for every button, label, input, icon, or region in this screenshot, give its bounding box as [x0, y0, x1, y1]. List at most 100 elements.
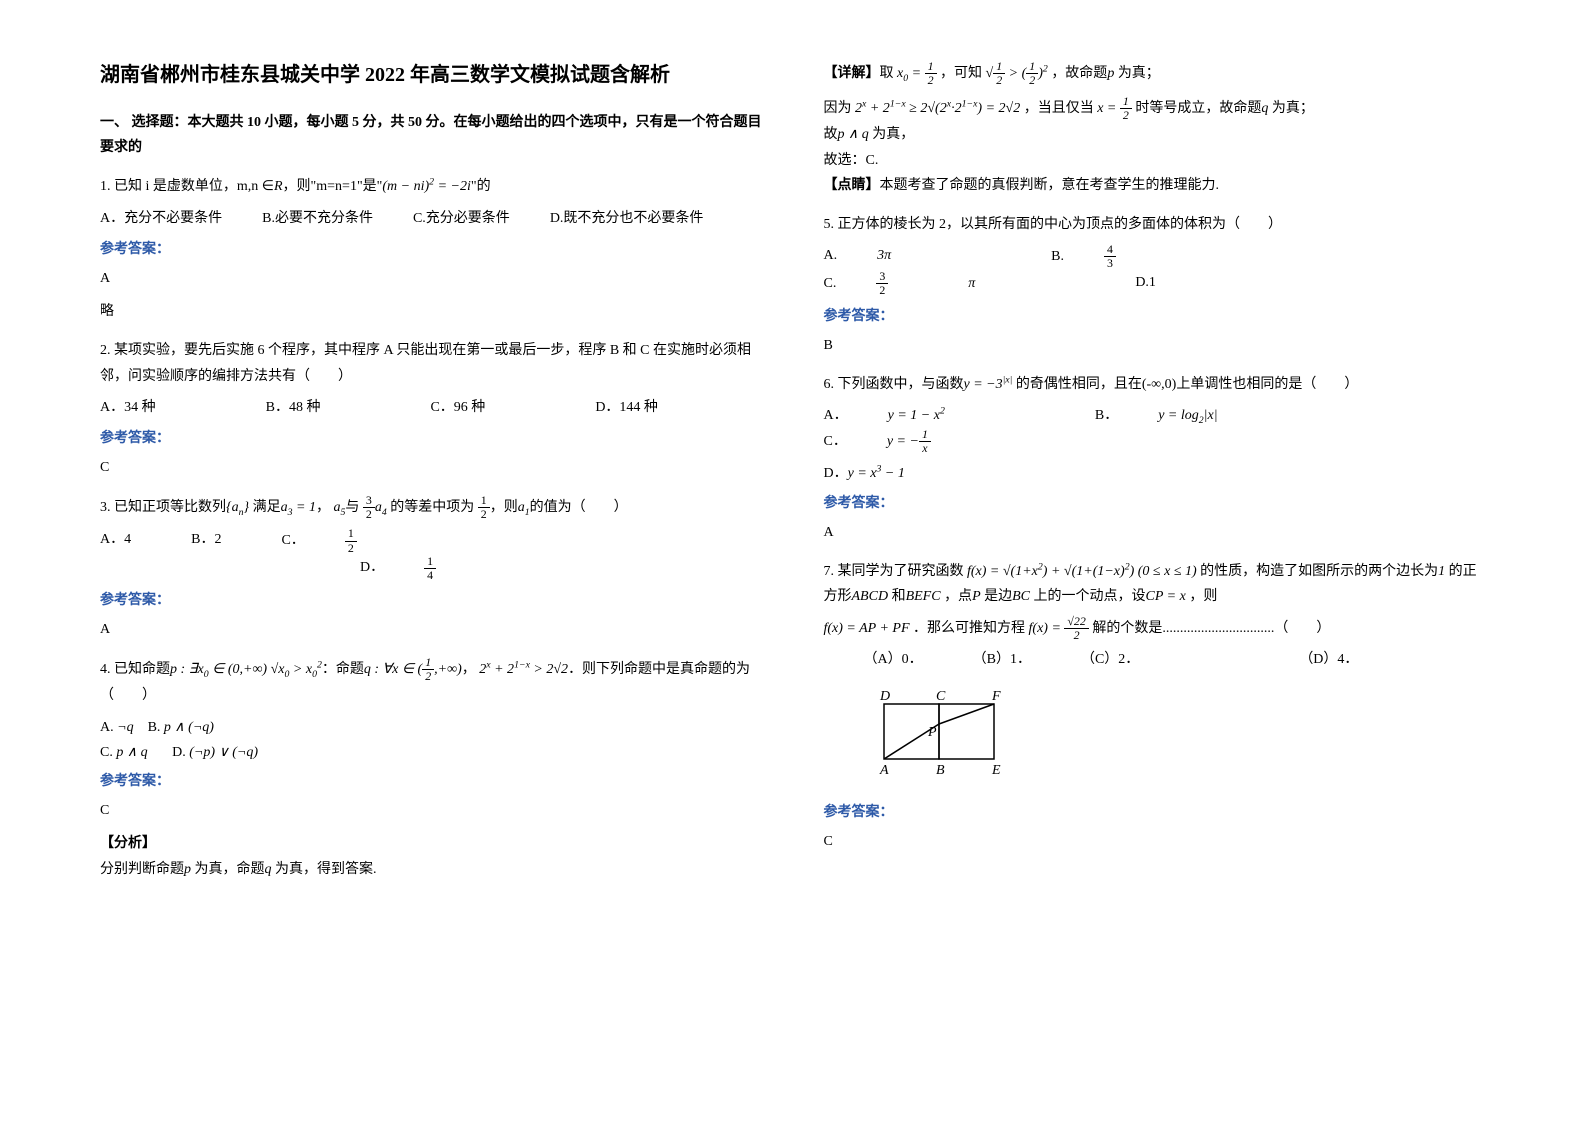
q7-eq: f(x) = √222 — [1029, 621, 1089, 636]
q4-d7: 时等号成立，故命题 — [1135, 101, 1261, 116]
q7-befc: BEFC — [906, 589, 941, 604]
q7-t1: 7. 某同学为了研究函数 — [824, 564, 964, 579]
q5-opt-a: A.3π — [824, 243, 932, 270]
diagram-label-D: D — [879, 689, 890, 704]
q4-detail-line4: 故选：C. — [824, 148, 1488, 173]
q5-options: A.3π B.43 C.32π D.1 — [824, 243, 1488, 297]
q7-line2: f(x) = AP + PF ．那么可推知方程 f(x) = √222 解的个数… — [824, 615, 1488, 642]
q1-options: A．充分不必要条件 B.必要不充分条件 C.充分必要条件 D.既不充分也不必要条… — [100, 206, 764, 231]
q3-answer: A — [100, 617, 764, 642]
q3-opt-d: D．14 — [360, 555, 516, 582]
q4-d2: ，可知 — [940, 66, 982, 81]
q4-t2: ：命题 — [322, 662, 364, 677]
q7-diagram: D C F A B E P — [864, 684, 1488, 788]
diagram-label-P: P — [927, 725, 937, 740]
point-label: 【点睛】 — [824, 178, 880, 193]
q3-half: 12 — [478, 494, 490, 521]
diagram-label-E: E — [991, 763, 1001, 778]
q4-detail-line1: 【详解】取 x0 = 12 ，可知 √12 > (12)2 ，故命题p 为真； — [824, 60, 1488, 87]
q4-q: q : ∀x ∈ (12,+∞) — [364, 662, 462, 677]
q6-t2: 的奇偶性相同，且在(-∞,0)上单调性也相同的是（ ） — [1016, 377, 1358, 392]
q4-ineq: 2x + 21−x > 2√2 — [479, 662, 568, 677]
q7-t8: ，则 — [1189, 589, 1217, 604]
q6-t1: 6. 下列函数中，与函数 — [824, 377, 964, 392]
q4-p: p : ∃x0 ∈ (0,+∞) √x0 > x02 — [170, 662, 322, 677]
q4-sqrt: √12 > (12)2 — [986, 66, 1048, 81]
q4-ana-p: p — [184, 862, 191, 877]
q4-p2: p — [1107, 66, 1114, 81]
q3-t2: 满足 — [253, 500, 281, 515]
q4-xhalf: x = 12 — [1097, 101, 1132, 116]
q4-detail-line2: 因为 2x + 21−x ≥ 2√(2x·21−x) = 2√2 ，当且仅当 x… — [824, 95, 1488, 122]
q5-optb-pre: B. — [1051, 249, 1064, 264]
question-2: 2. 某项实验，要先后实施 6 个程序，其中程序 A 只能出现在第一或最后一步，… — [100, 338, 764, 388]
q4-optd-pre: D. — [172, 745, 186, 760]
q4-analysis-block: 【分析】 — [100, 831, 764, 856]
q7-fx2: f(x) = AP + PF — [824, 621, 910, 636]
q1-answer: A — [100, 266, 764, 291]
q7-P: P — [972, 589, 981, 604]
q4-point: 【点睛】本题考查了命题的真假判断，意在考查学生的推理能力. — [824, 173, 1488, 198]
q5-answer-label: 参考答案： — [824, 304, 1488, 329]
q3-t1: 3. 已知正项等比数列 — [100, 500, 226, 515]
q3-t6: ，则 — [490, 500, 518, 515]
question-1: 1. 已知 i 是虚数单位，m,n ∈R，则"m=n=1"是"(m − ni)2… — [100, 174, 764, 199]
exam-title: 湖南省郴州市桂东县城关中学 2022 年高三数学文模拟试题含解析 — [100, 60, 764, 90]
q6-opt-b: B．y = log2|x| — [1095, 403, 1258, 428]
q6-opt-c: C．y = −1x — [824, 428, 1051, 455]
question-7: 7. 某同学为了研究函数 f(x) = √(1+x2) + √(1+(1−x)2… — [824, 559, 1488, 609]
q3-opt-c: C．12 — [281, 527, 436, 554]
left-column: 湖南省郴州市桂东县城关中学 2022 年高三数学文模拟试题含解析 一、 选择题：… — [100, 60, 764, 1062]
q3-answer-label: 参考答案： — [100, 588, 764, 613]
q2-opt-a: A．34 种 — [100, 395, 156, 420]
q7-t4: 和 — [892, 589, 906, 604]
q1-text-3: "的 — [471, 179, 491, 194]
q1-text-2: ，则"m=n=1"是" — [283, 179, 383, 194]
q4-d4: 为真； — [1118, 66, 1160, 81]
q7-t5: ，点 — [944, 589, 972, 604]
q4-d8: 为真； — [1272, 101, 1314, 116]
q7-answer: C — [824, 829, 1488, 854]
q3-t5: 的等差中项为 — [390, 500, 474, 515]
q7-options: （A）0． （B）1． （C）2． （D）4． — [864, 647, 1488, 672]
q7-abcd: ABCD — [852, 589, 889, 604]
right-column: 【详解】取 x0 = 12 ，可知 √12 > (12)2 ，故命题p 为真； … — [824, 60, 1488, 1062]
q4-d9: 故 — [824, 127, 838, 142]
q5-opta-pre: A. — [824, 248, 838, 263]
q3-coef: 32a4 — [363, 500, 387, 515]
q7-answer-label: 参考答案： — [824, 800, 1488, 825]
question-3: 3. 已知正项等比数列{an} 满足a3 = 1， a5与 32a4 的等差中项… — [100, 494, 764, 521]
q1-opt-a: A．充分不必要条件 — [100, 206, 222, 231]
q6-opta-pre: A． — [824, 408, 848, 423]
q7-CP: CP = x — [1146, 589, 1186, 604]
q4-optc-pre: C. — [100, 745, 113, 760]
q1-opt-b: B.必要不充分条件 — [262, 206, 373, 231]
q6-opt-a: A．y = 1 − x2 — [824, 403, 985, 428]
q1-note: 略 — [100, 299, 764, 324]
detail-label: 【详解】 — [824, 66, 880, 81]
q3-optd-pre: D． — [360, 560, 384, 575]
q4-x0: x0 = 12 — [897, 66, 937, 81]
q3-optc-pre: C． — [281, 533, 304, 548]
q2-opt-c: C．96 种 — [430, 395, 485, 420]
q1-set-R: R — [274, 179, 283, 194]
diagram-label-C: C — [936, 689, 946, 704]
q4-answer: C — [100, 798, 764, 823]
q6-opt-d-row: D．y = x3 − 1 — [824, 461, 1488, 486]
q3-options: A．4 B．2 C．12 D．14 — [100, 527, 764, 581]
q2-answer: C — [100, 455, 764, 480]
analysis-label: 【分析】 — [100, 836, 156, 851]
diagram-label-B: B — [936, 763, 945, 778]
q3-opt-a: A．4 — [100, 527, 131, 554]
q4-ana-1: 分别判断命题 — [100, 862, 184, 877]
q2-answer-label: 参考答案： — [100, 426, 764, 451]
squares-diagram-svg: D C F A B E P — [864, 684, 1024, 779]
q4-opt-d: D. (¬p) ∨ (¬q) — [172, 745, 258, 760]
q7-t10: 解的个数是................................（ ） — [1092, 621, 1330, 636]
q3-a3: a3 = 1 — [281, 500, 316, 515]
q1-opt-d: D.既不充分也不必要条件 — [550, 206, 704, 231]
q7-t2: 的性质，构造了如图所示的两个边长为 — [1200, 564, 1438, 579]
q7-t6: 是边 — [984, 589, 1012, 604]
q3-seq: {an} — [226, 500, 249, 515]
q4-answer-label: 参考答案： — [100, 769, 764, 794]
